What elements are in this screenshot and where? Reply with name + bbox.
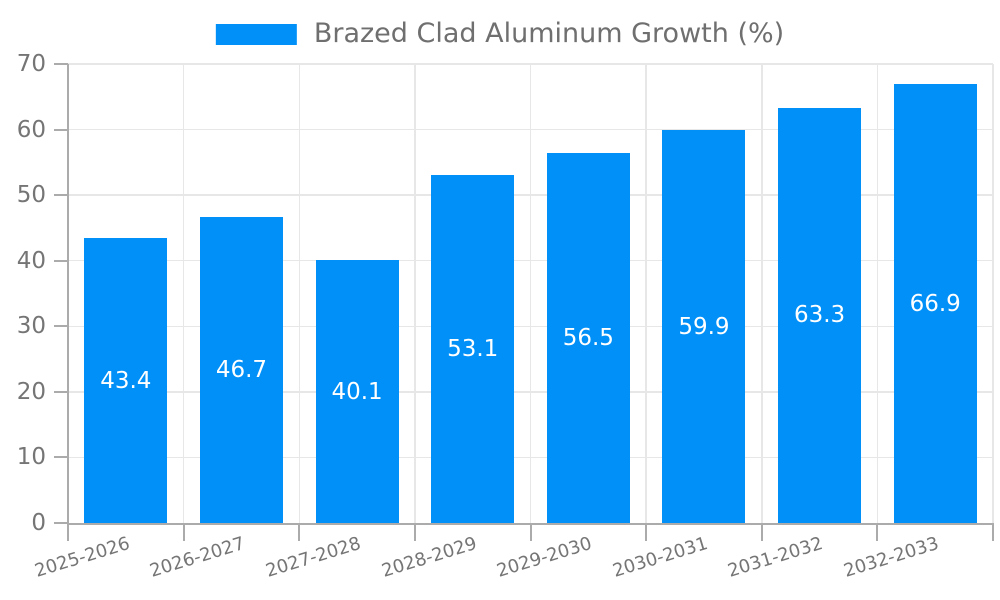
x-tick-label: 2027-2028 [263,533,364,582]
bar [84,238,168,523]
y-tick-label: 40 [16,247,46,274]
x-tick [298,523,301,541]
y-tick-label: 50 [16,182,46,209]
x-gridline [414,64,416,523]
y-axis-line [67,64,69,525]
bar [315,260,399,523]
y-tick [54,522,68,524]
x-tick [645,523,648,541]
bar-value-label: 53.1 [447,335,499,362]
x-gridline [182,64,185,523]
x-tick [876,523,879,541]
x-tick [182,523,185,541]
y-tick-label: 20 [16,378,46,405]
x-gridline [298,64,300,523]
x-tick-label: 2025-2026 [31,533,132,582]
x-gridline [992,64,994,523]
x-gridline [876,64,879,523]
y-tick-label: 0 [31,510,46,536]
x-tick [760,523,763,541]
y-tick [54,390,68,393]
x-gridline [529,64,532,523]
y-tick [54,325,68,328]
x-tick-label: 2030-2031 [610,533,711,582]
x-tick-label: 2031-2032 [725,533,826,582]
bar-value-label: 46.7 [215,356,268,383]
x-tick-label: 2026-2027 [147,533,248,582]
bar-value-label: 56.5 [562,324,614,351]
y-tick-label: 70 [16,51,46,77]
bar [893,84,977,523]
y-tick [54,194,68,197]
y-tick-label: 30 [16,313,46,340]
bar-value-label: 40.1 [331,378,383,405]
y-tick [54,456,68,459]
bar [662,130,746,523]
y-tick [54,259,68,262]
bar-value-label: 43.4 [100,367,152,394]
bar [199,216,283,523]
bar [778,107,862,523]
bar-value-label: 63.3 [793,302,846,329]
legend-label: Brazed Clad Aluminum Growth (%) [313,18,785,49]
x-tick [67,523,69,541]
y-tick [54,128,68,131]
x-tick [413,523,416,541]
x-tick [529,523,532,541]
bar [546,152,630,523]
x-tick-label: 2028-2029 [378,533,479,582]
bar [431,174,515,523]
x-gridline [645,64,647,523]
y-tick-label: 60 [16,116,46,143]
x-tick-label: 2032-2033 [841,533,942,582]
x-tick [992,523,994,541]
legend-swatch [215,23,297,45]
x-gridline [761,64,763,523]
legend: Brazed Clad Aluminum Growth (%) [215,18,785,49]
y-tick [54,63,68,65]
y-tick-label: 10 [16,444,46,471]
x-tick-label: 2029-2030 [494,533,595,582]
bar-value-label: 59.9 [678,313,730,340]
bar-value-label: 66.9 [909,290,961,317]
